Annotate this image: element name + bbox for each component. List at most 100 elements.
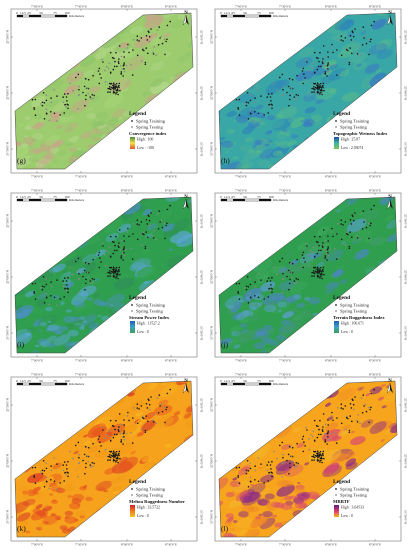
- map-panel: 7°00'0"E 7°00'0"E 7°30'0"E 7°30'0"E 8°00'0"E…: [3, 187, 204, 363]
- latitude-label-right: 31°30'0"N: [200, 142, 204, 157]
- testing-marker: [131, 310, 133, 312]
- latitude-label-left: 32°00'0"N: [210, 453, 214, 468]
- scale-tick-label: 25: [27, 379, 31, 383]
- longitude-label-bottom: 7°00'0"E: [31, 543, 43, 547]
- study-area-boundary: [218, 380, 398, 538]
- map-svg: 7°00'0"E 7°00'0"E 7°30'0"E 7°30'0"E 8°00'0"E…: [6, 5, 204, 179]
- latitude-label-left: 32°00'0"N: [210, 85, 214, 100]
- north-arrow-icon: N: [386, 11, 393, 26]
- north-label: N: [184, 195, 188, 200]
- testing-marker: [335, 310, 337, 312]
- legend-training-label: Spring Training: [340, 487, 370, 492]
- legend-high-value: High : 106.671: [341, 322, 364, 326]
- legend-layer-name: Melton Ruggedness Number: [129, 499, 185, 504]
- longitude-label-bottom: 8°30'0"E: [165, 175, 177, 179]
- north-label: N: [388, 379, 392, 384]
- longitude-label-top: 8°30'0"E: [165, 373, 177, 377]
- scale-tick-label: 100: [64, 379, 69, 383]
- north-arrow-icon: N: [182, 195, 189, 210]
- longitude-label-top: 7°00'0"E: [235, 373, 247, 377]
- longitude-label-bottom: 7°00'0"E: [235, 359, 247, 363]
- scale-tick-label: 12.5: [20, 379, 26, 383]
- scale-tick-label: 25: [231, 379, 235, 383]
- scale-tick-label: 75: [53, 11, 57, 15]
- longitude-label-top: 8°00'0"E: [325, 5, 337, 9]
- longitude-label-bottom: 7°30'0"E: [75, 175, 87, 179]
- scale-unit-label: Kilometers: [273, 198, 289, 202]
- longitude-label-bottom: 8°00'0"E: [121, 543, 133, 547]
- map-panel: 7°00'0"E 7°00'0"E 7°30'0"E 7°30'0"E 8°00'0"E…: [207, 371, 408, 547]
- scale-tick-label: 0: [220, 11, 222, 15]
- map-svg: 7°00'0"E 7°00'0"E 7°30'0"E 7°30'0"E 8°00'0"E…: [210, 5, 408, 179]
- longitude-label-bottom: 7°00'0"E: [31, 359, 43, 363]
- testing-marker: [335, 494, 337, 496]
- longitude-label-top: 8°30'0"E: [165, 189, 177, 193]
- scale-unit-label: Kilometers: [273, 14, 289, 18]
- legend-layer-name: Convergence index: [129, 131, 167, 136]
- training-marker: [131, 120, 133, 122]
- longitude-label-bottom: 8°00'0"E: [121, 359, 133, 363]
- longitude-label-top: 7°30'0"E: [75, 5, 87, 9]
- longitude-label-bottom: 8°30'0"E: [369, 175, 381, 179]
- latitude-label-left: 32°00'0"N: [210, 269, 214, 284]
- spring-points: [235, 20, 375, 122]
- longitude-label-top: 8°00'0"E: [121, 189, 133, 193]
- longitude-label-top: 7°00'0"E: [31, 189, 43, 193]
- scale-tick-label: 75: [257, 195, 261, 199]
- latitude-label-right: 31°30'0"N: [404, 326, 408, 341]
- longitude-label-bottom: 8°00'0"E: [121, 175, 133, 179]
- scale-tick-label: 100: [64, 11, 69, 15]
- study-area-boundary: [14, 380, 194, 538]
- legend-testing-label: Spring Testing: [340, 309, 367, 314]
- legend-low-value: Low : 0: [341, 330, 353, 334]
- latitude-label-left: 32°00'0"N: [6, 85, 10, 100]
- scale-tick-label: 75: [53, 195, 57, 199]
- scale-tick-label: 25: [231, 11, 235, 15]
- panel-letter: (l): [221, 524, 229, 533]
- legend-training-label: Spring Training: [340, 303, 370, 308]
- latitude-label-right: 32°00'0"N: [404, 270, 408, 285]
- north-arrow-icon: N: [182, 379, 189, 394]
- scale-tick-label: 12.5: [224, 11, 230, 15]
- map-panel: 7°00'0"E 7°00'0"E 7°30'0"E 7°30'0"E 8°00'0"E…: [207, 3, 408, 179]
- spring-points: [31, 20, 171, 122]
- spring-points: [31, 204, 171, 306]
- longitude-label-top: 8°30'0"E: [369, 373, 381, 377]
- color-ramp: [334, 505, 339, 517]
- color-ramp: [130, 321, 135, 333]
- color-ramp: [334, 137, 339, 149]
- legend-high-value: High : 25.87: [341, 138, 360, 142]
- scale-unit-label: Kilometers: [69, 14, 85, 18]
- scale-tick-label: 50: [243, 379, 247, 383]
- legend-layer-name: Terrain Ruggedness Index: [333, 315, 385, 320]
- longitude-label-top: 8°00'0"E: [121, 5, 133, 9]
- longitude-label-bottom: 7°00'0"E: [31, 175, 43, 179]
- north-label: N: [184, 379, 188, 384]
- latitude-label-right: 31°30'0"N: [200, 326, 204, 341]
- latitude-label-right: 32°30'0"N: [404, 30, 408, 45]
- scale-tick-label: 12.5: [224, 379, 230, 383]
- scale-tick-label: 100: [268, 11, 273, 15]
- latitude-label-right: 32°30'0"N: [200, 398, 204, 413]
- latitude-label-left: 31°30'0"N: [6, 509, 10, 524]
- spring-points: [235, 388, 375, 490]
- longitude-label-bottom: 7°30'0"E: [279, 359, 291, 363]
- north-label: N: [388, 11, 392, 16]
- scale-tick-label: 50: [243, 11, 247, 15]
- latitude-label-left: 31°30'0"N: [6, 325, 10, 340]
- scale-tick-label: 75: [53, 379, 57, 383]
- training-marker: [335, 304, 337, 306]
- longitude-label-bottom: 8°30'0"E: [369, 359, 381, 363]
- scale-tick-label: 25: [27, 11, 31, 15]
- latitude-label-right: 31°30'0"N: [404, 510, 408, 525]
- legend-training-label: Spring Training: [340, 119, 370, 124]
- longitude-label-bottom: 8°30'0"E: [165, 543, 177, 547]
- legend-title: Legend: [129, 111, 146, 117]
- legend-testing-label: Spring Testing: [340, 493, 367, 498]
- scale-tick-label: 0: [16, 195, 18, 199]
